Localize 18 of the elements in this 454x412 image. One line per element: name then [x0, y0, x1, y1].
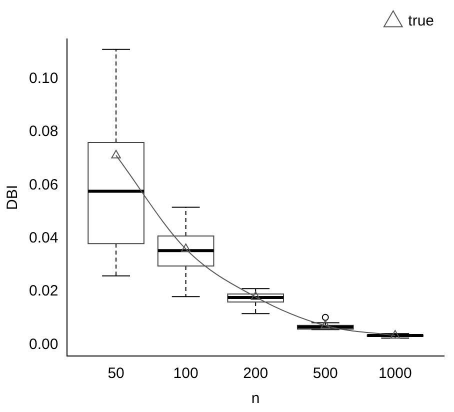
y-tick-label: 0.02 [28, 282, 58, 300]
x-tick-label: 500 [312, 365, 338, 382]
x-axis-title: n [251, 390, 260, 408]
point [320, 320, 330, 329]
point [111, 150, 121, 158]
y-tick-label: 0.08 [28, 123, 58, 140]
legend-label: true [408, 12, 434, 30]
y-tick-label: 0.10 [28, 70, 58, 87]
point [250, 291, 260, 300]
y-tick-label: 0.00 [28, 336, 58, 353]
y-tick-label: 0.04 [28, 229, 58, 246]
x-tick-label: 1000 [378, 365, 412, 382]
y-tick-label: 0.06 [28, 176, 58, 194]
y-axis-title: DBI [4, 184, 22, 210]
x-tick-label: 100 [173, 365, 198, 382]
x-tick-label: 200 [243, 365, 268, 382]
point [180, 244, 191, 252]
x-tick-label: 50 [108, 365, 124, 382]
